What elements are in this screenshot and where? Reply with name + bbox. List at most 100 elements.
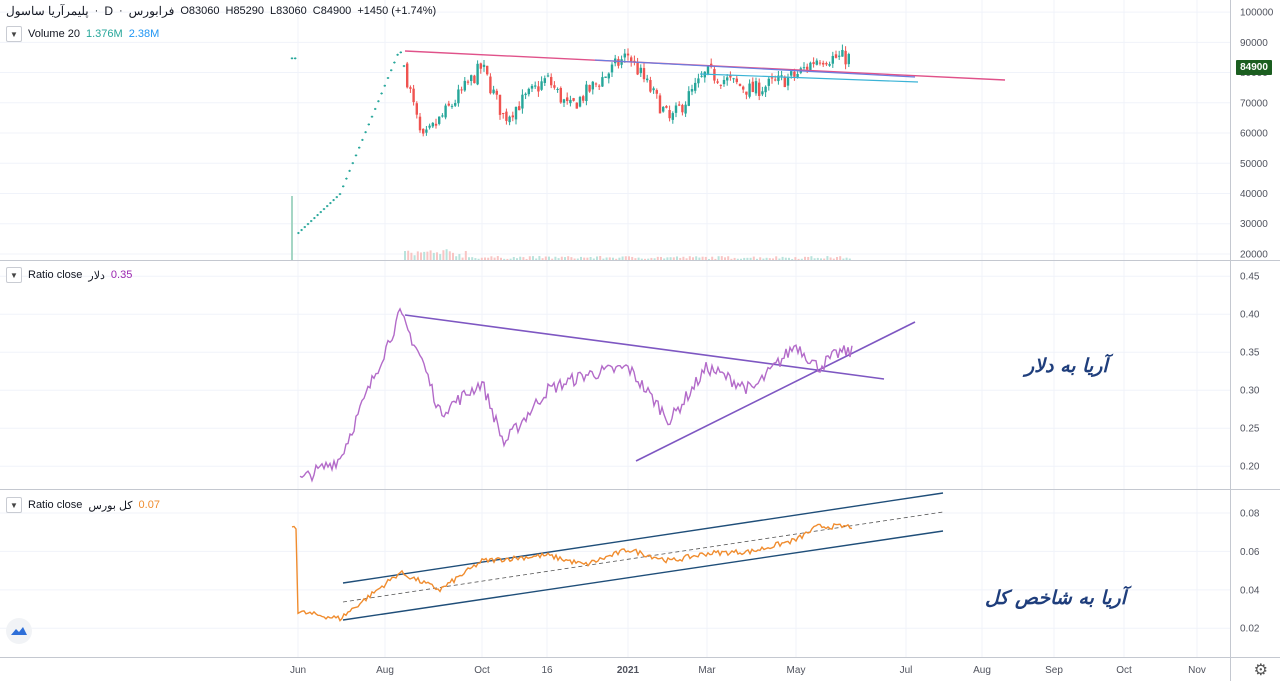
candle-body: [367, 123, 370, 126]
indicator-label: Ratio close: [28, 499, 83, 511]
trend-line-upper: [594, 59, 916, 78]
y-tick-label: 60000: [1240, 129, 1268, 140]
price-change: +1450 (+1.74%): [357, 5, 437, 17]
volume-bar: [736, 258, 739, 260]
candle-body: [422, 128, 425, 134]
candle-body: [847, 54, 850, 65]
volume-bar: [624, 256, 627, 260]
volume-bar: [698, 257, 701, 260]
candle-body: [447, 103, 450, 106]
chevron-down-icon[interactable]: ▼: [6, 267, 22, 283]
volume-bar: [842, 258, 845, 260]
last-price-badge: 84900: [1236, 60, 1272, 75]
volume-bar: [733, 257, 736, 260]
candle-body: [313, 217, 316, 219]
volume-bar: [804, 256, 806, 260]
chevron-down-icon[interactable]: ▼: [6, 26, 22, 42]
volume-bar: [557, 258, 560, 260]
candle-body: [716, 81, 719, 83]
volume-bar: [640, 258, 643, 260]
candle-body: [569, 99, 572, 104]
candle-body: [322, 208, 326, 210]
volume-bar: [544, 256, 547, 260]
interval-label[interactable]: D: [104, 4, 113, 18]
candle-body: [793, 71, 796, 77]
tradingview-logo-icon[interactable]: [6, 618, 32, 644]
gear-icon[interactable]: ⚙: [1253, 662, 1268, 679]
volume-bar: [535, 258, 538, 260]
candle-body: [633, 60, 636, 62]
volume-bar: [826, 256, 829, 260]
channel-median: [342, 511, 944, 603]
candle-body: [770, 77, 774, 79]
trend-line-lower: [699, 73, 919, 83]
volume-bar: [560, 256, 563, 260]
volume-bar: [839, 256, 842, 260]
candle-body: [415, 103, 418, 115]
candle-body: [610, 64, 614, 73]
volume-bar: [407, 250, 410, 260]
volume-bar: [612, 257, 614, 260]
volume-bar: [768, 258, 771, 260]
volume-bar: [439, 254, 442, 260]
candle-body: [658, 95, 662, 114]
volume-bar: [506, 258, 509, 260]
volume-bar: [596, 256, 598, 260]
symbol-name[interactable]: پلیمرآریا ساسول: [6, 4, 89, 18]
volume-bars: [291, 196, 851, 260]
volume-bar: [810, 256, 813, 260]
volume-bar: [711, 256, 714, 260]
candle-body: [719, 84, 722, 86]
channel-lower: [342, 530, 944, 621]
volume-bar: [621, 256, 624, 260]
candle-body: [761, 91, 764, 95]
candle-body: [559, 87, 562, 103]
volume-bar: [420, 252, 422, 260]
volume-bar: [688, 256, 691, 260]
volume-bar: [416, 251, 419, 260]
volume-bar: [832, 258, 835, 260]
x-tick-label: Oct: [1116, 665, 1132, 676]
candle-body: [604, 76, 607, 78]
volume-bar: [743, 257, 746, 260]
candle-body: [338, 193, 342, 195]
candle-body: [393, 61, 396, 64]
ratio-index-line: [291, 523, 853, 622]
volume-label: Volume 20: [28, 28, 80, 40]
candle-body: [623, 53, 626, 58]
volume-bar: [516, 258, 518, 260]
volume-bar: [653, 258, 656, 260]
candle-body: [482, 64, 486, 67]
time-axis[interactable]: Jun Aug Oct 16 2021 Mar May Jul Aug Sep Oct Nov: [290, 665, 1206, 676]
volume-bar: [445, 249, 448, 260]
volume-bar: [528, 256, 531, 260]
candle-body: [390, 69, 393, 71]
y-tick-label: 0.25: [1240, 424, 1260, 435]
ohlc-open: O83060: [180, 5, 220, 17]
channel-upper: [342, 492, 944, 584]
candle-body: [364, 131, 367, 133]
volume-bar: [615, 258, 618, 260]
volume-bar: [487, 257, 490, 260]
candle-body: [818, 62, 822, 64]
price-axis[interactable]: 1000009000080000700006000050000400003000…: [1240, 8, 1274, 635]
candle-body: [502, 112, 505, 114]
volume-bar: [548, 256, 550, 260]
candle-body: [332, 199, 335, 201]
price-candles: [290, 44, 850, 235]
ohlc-close: C84900: [312, 5, 352, 17]
volume-bar: [720, 256, 723, 260]
candle-body: [738, 83, 742, 86]
volume-bar: [512, 257, 515, 260]
volume-bar: [788, 257, 790, 260]
volume-bar: [727, 256, 730, 260]
ohlc-low: L83060: [270, 5, 307, 17]
volume-bar: [807, 256, 810, 260]
volume-bar: [410, 252, 413, 260]
volume-bar: [452, 252, 454, 260]
candle-body: [476, 63, 479, 85]
chevron-down-icon[interactable]: ▼: [6, 497, 22, 513]
candle-body: [508, 116, 511, 123]
